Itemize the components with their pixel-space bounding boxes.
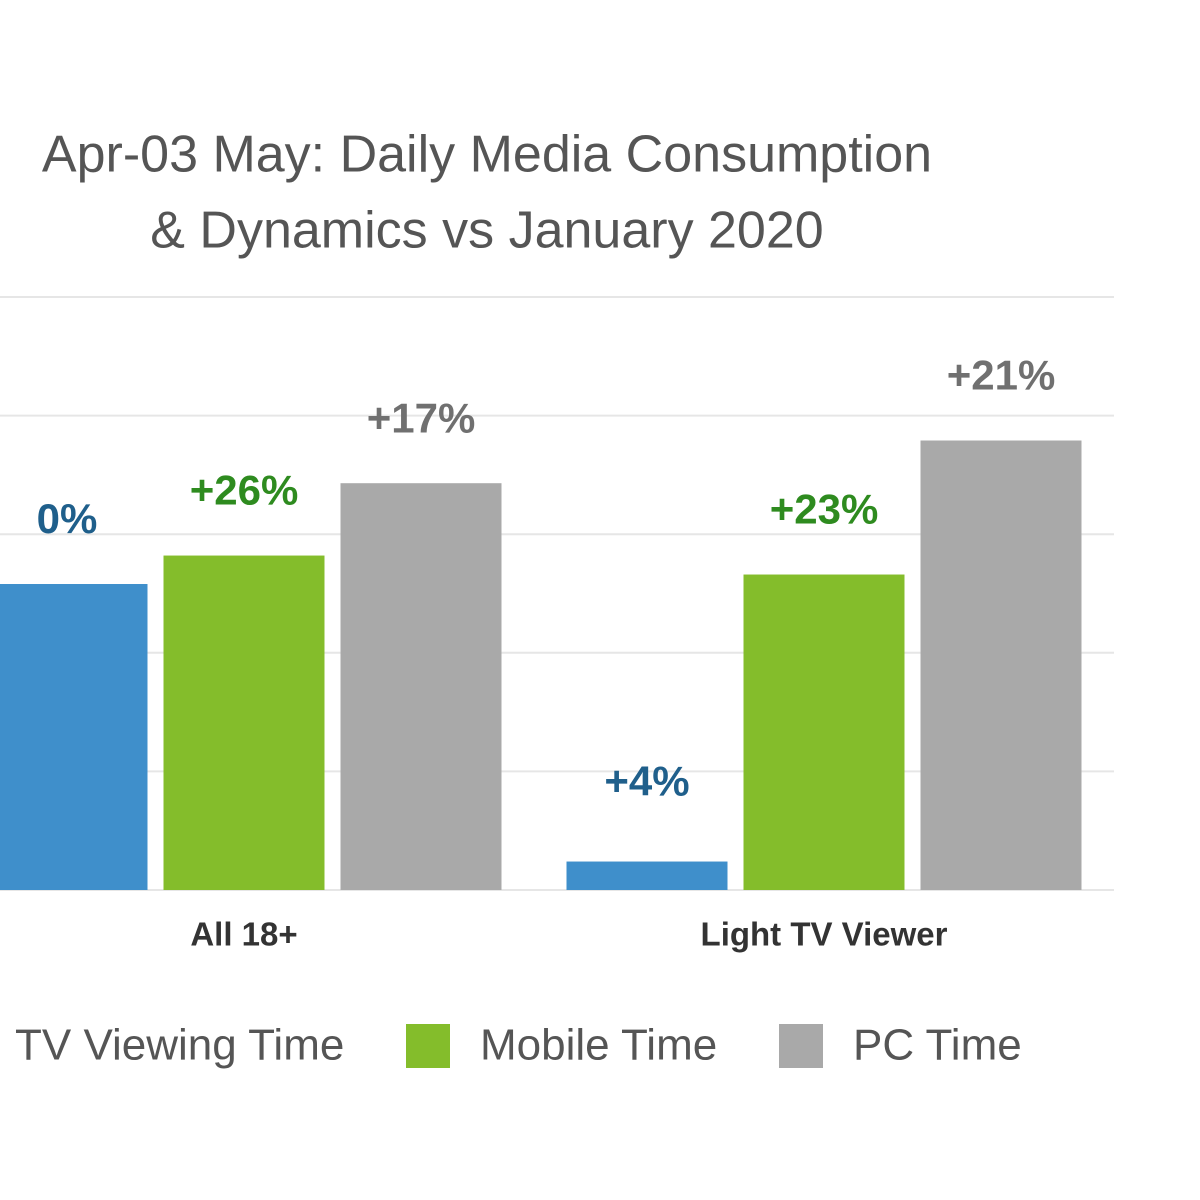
x-tick-label: Light TV Viewer — [701, 916, 948, 953]
change-label: 0% — [37, 495, 98, 542]
bar — [920, 440, 1082, 890]
change-label: +21% — [947, 352, 1056, 399]
change-label: +4% — [604, 758, 689, 805]
bar — [0, 584, 148, 890]
change-label: +26% — [190, 467, 299, 514]
legend-label: Mobile Time — [480, 1021, 717, 1070]
bar — [566, 861, 728, 890]
legend-swatch — [406, 1024, 450, 1068]
legend-swatch — [779, 1024, 823, 1068]
chart-title: Apr-03 May: Daily Media Consumption — [42, 126, 932, 184]
change-label: +17% — [367, 394, 476, 441]
legend-label: TV Viewing Time — [15, 1021, 344, 1070]
x-tick-label: All 18+ — [190, 916, 297, 953]
change-label: +23% — [770, 486, 879, 533]
chart-title: & Dynamics vs January 2020 — [150, 202, 823, 260]
bar — [743, 574, 905, 890]
bar — [340, 483, 502, 890]
bar — [163, 555, 325, 890]
legend-label: PC Time — [853, 1021, 1022, 1070]
